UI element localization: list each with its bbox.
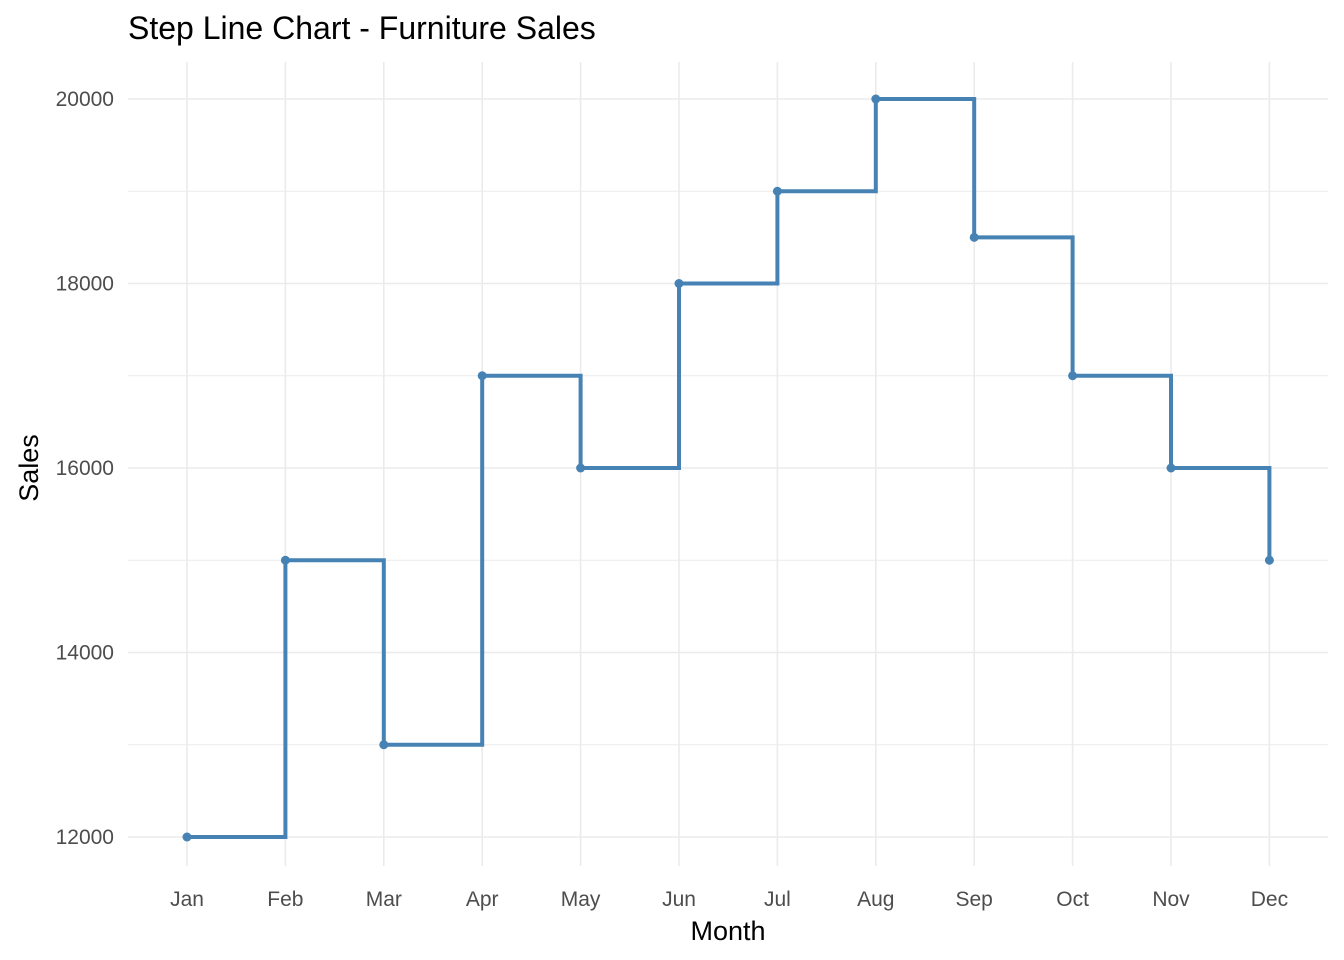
series-layer	[187, 97, 1272, 839]
data-point	[477, 371, 487, 381]
chart-title: Step Line Chart - Furniture Sales	[128, 10, 596, 46]
data-point	[772, 186, 782, 196]
data-point	[674, 279, 684, 288]
y-tick-label: 14000	[56, 642, 114, 665]
x-tick-label: Jun	[662, 888, 696, 911]
x-tick-label: Nov	[1152, 888, 1190, 911]
x-tick-label: Jan	[170, 888, 204, 911]
data-point	[576, 463, 586, 473]
data-points	[182, 94, 1274, 842]
step-line-series	[187, 97, 1272, 839]
data-point	[1166, 463, 1176, 473]
data-point	[1264, 555, 1274, 565]
data-point	[280, 555, 290, 565]
x-tick-label: Feb	[267, 888, 303, 911]
x-tick-label: Aug	[857, 888, 894, 911]
x-axis-ticks: Jan Feb Mar Apr May Jun Jul Aug Sep Oct Nov Dec	[170, 888, 1288, 911]
data-point	[969, 232, 979, 242]
y-tick-label: 16000	[56, 457, 114, 480]
y-tick-label: 12000	[56, 826, 114, 849]
x-tick-label: May	[561, 888, 601, 911]
x-tick-label: Mar	[366, 888, 402, 911]
y-tick-label: 20000	[56, 88, 114, 111]
data-point	[1068, 371, 1078, 381]
grid-lines	[128, 62, 1328, 866]
y-axis-ticks: 12000 14000 16000 18000 20000	[56, 88, 114, 849]
data-point	[379, 740, 389, 750]
x-tick-label: Dec	[1251, 888, 1288, 911]
x-tick-label: Apr	[466, 888, 499, 911]
y-axis-title: Sales	[14, 434, 44, 502]
x-tick-label: Jul	[764, 888, 791, 911]
x-tick-label: Sep	[956, 888, 993, 911]
x-axis-title: Month	[690, 916, 765, 946]
data-point	[871, 94, 881, 104]
data-point	[182, 832, 192, 842]
y-tick-label: 18000	[56, 273, 114, 296]
x-tick-label: Oct	[1056, 888, 1089, 911]
